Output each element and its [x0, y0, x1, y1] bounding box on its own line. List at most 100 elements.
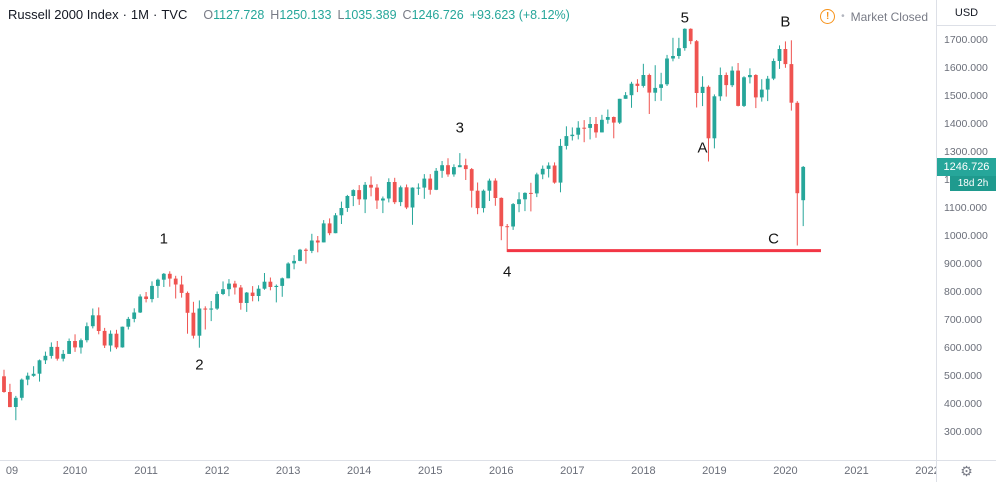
candle: [244, 292, 249, 312]
low-value: 1035.389: [344, 8, 397, 22]
candle: [351, 189, 356, 207]
candle: [375, 184, 379, 209]
candle: [398, 185, 403, 207]
candle: [771, 58, 776, 81]
candle: [546, 162, 551, 178]
time-axis[interactable]: 09 2010 2011 2012 2013 2014 2015 2016 2017 2018 20…: [0, 460, 936, 482]
wave-label-B[interactable]: B: [780, 13, 791, 31]
candle: [280, 277, 285, 297]
candlestick-chart[interactable]: [0, 0, 936, 460]
candle: [753, 74, 758, 109]
time-tick: 2018: [631, 465, 656, 477]
chart-pane[interactable]: Russell 2000 Index · 1M · TVC O1127.728 H1250.…: [0, 0, 936, 460]
candle: [617, 98, 622, 124]
candle: [333, 213, 338, 234]
market-closed-warning-icon[interactable]: !: [820, 9, 836, 24]
candle: [594, 117, 598, 138]
candle: [357, 185, 362, 205]
wave-label-A[interactable]: A: [697, 139, 708, 157]
candle: [96, 307, 101, 335]
candle: [114, 329, 119, 350]
candle: [304, 248, 308, 264]
currency-button[interactable]: USD: [937, 0, 996, 26]
candle: [534, 172, 539, 198]
price-tick: 1000.000: [944, 230, 988, 243]
symbol-title[interactable]: Russell 2000 Index: [8, 7, 119, 22]
low-label: L: [337, 8, 345, 22]
candle: [79, 338, 83, 354]
price-axis[interactable]: USD 1246.726 18d 2h 1800.0001700.0001600…: [936, 0, 996, 460]
candle: [795, 101, 800, 246]
candle: [138, 294, 143, 313]
wave-label-1[interactable]: 1: [159, 230, 168, 248]
market-status-label: Market Closed: [850, 9, 928, 24]
wave-label-3[interactable]: 3: [455, 119, 464, 137]
candle: [759, 79, 764, 102]
candle: [120, 326, 125, 348]
candle: [126, 316, 131, 330]
candle: [777, 45, 782, 69]
wave-label-5[interactable]: 5: [680, 9, 689, 27]
candle: [73, 334, 77, 352]
candle: [570, 127, 575, 141]
interval-label[interactable]: 1M: [130, 7, 149, 22]
price-tick: 1600.000: [944, 62, 988, 75]
candle: [428, 174, 433, 195]
high-value: 1250.133: [279, 8, 332, 22]
candle: [2, 369, 6, 393]
candle: [623, 92, 628, 99]
wave-label-4[interactable]: 4: [503, 263, 512, 281]
time-tick: 2012: [204, 465, 230, 477]
candle: [511, 203, 515, 230]
candle: [369, 176, 373, 197]
candle: [179, 275, 184, 298]
change-value: +93.623 (+8.12%): [469, 8, 570, 22]
candle: [688, 28, 693, 45]
candle: [742, 76, 746, 107]
time-tick: 2015: [417, 465, 443, 477]
candle: [582, 120, 587, 143]
candle: [487, 178, 492, 201]
candle: [434, 168, 439, 191]
candle: [43, 351, 48, 364]
candle: [736, 63, 740, 107]
price-tick: 1300.000: [944, 146, 988, 159]
open-value: 1127.728: [213, 8, 265, 22]
candle: [102, 327, 107, 348]
price-tick: 500.000: [944, 370, 982, 382]
candle: [298, 248, 302, 262]
candle: [446, 158, 450, 177]
countdown-badge: 18d 2h: [950, 175, 996, 191]
candle: [463, 158, 468, 180]
candle: [339, 201, 344, 224]
price-tick: 1700.000: [944, 34, 988, 47]
candle: [789, 40, 794, 111]
candle: [221, 281, 225, 296]
wave-label-C[interactable]: C: [768, 230, 780, 248]
time-tick: 2019: [702, 465, 727, 477]
status-dot-icon: •: [841, 11, 845, 22]
candle: [49, 342, 54, 359]
candle: [706, 85, 711, 162]
candle: [25, 372, 30, 386]
candle: [404, 184, 409, 210]
time-tick: 2010: [62, 465, 88, 477]
wave-label-2[interactable]: 2: [195, 356, 204, 374]
candle: [227, 279, 231, 297]
candle: [635, 79, 640, 93]
candle: [712, 94, 717, 149]
candle: [156, 278, 160, 298]
candle: [718, 67, 723, 101]
open-label: O: [203, 8, 214, 22]
time-tick: 2022: [915, 465, 936, 477]
settings-gear-icon[interactable]: ⚙: [960, 463, 973, 479]
time-tick: 2021: [844, 465, 869, 477]
candle: [321, 220, 326, 243]
candle: [765, 75, 770, 102]
candle: [783, 41, 788, 68]
candle: [671, 37, 675, 62]
candle: [505, 224, 510, 252]
candle: [61, 350, 66, 362]
candle: [677, 37, 681, 59]
